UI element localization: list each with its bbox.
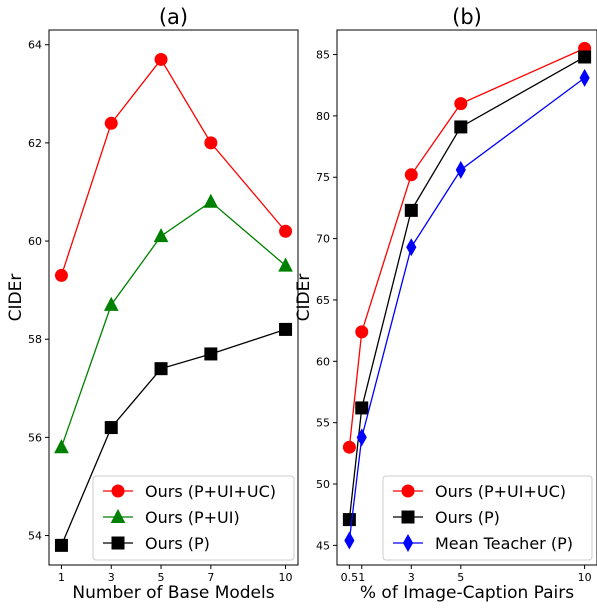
- legend-marker-1-2: [110, 508, 126, 523]
- legend-label-2-3: Mean Teacher (P): [435, 534, 573, 553]
- y-tick-label-1-1: 54: [28, 530, 42, 543]
- legend-box-1: [92, 475, 295, 561]
- data-point-1-3-2: [104, 421, 118, 435]
- series-2-1: [342, 41, 592, 454]
- x-tick-label-1-1: 1: [58, 571, 65, 584]
- legend-marker-1-1: [111, 484, 125, 498]
- y-tick-label-2-8: 80: [316, 110, 330, 123]
- data-point-2-3-5: [579, 68, 590, 87]
- series-1-1: [54, 52, 293, 282]
- series-2-3: [344, 68, 590, 550]
- legend-label-1-1: Ours (P+UI+UC): [145, 482, 276, 501]
- y-tick-label-1-4: 60: [28, 235, 42, 248]
- legend-label-2-1: Ours (P+UI+UC): [435, 482, 566, 501]
- y-tick-label-2-6: 70: [316, 233, 330, 246]
- series-line-2-1: [348, 47, 585, 448]
- data-point-1-2-2: [103, 296, 119, 311]
- y-tick-label-2-3: 55: [316, 417, 330, 430]
- legend-marker-2-3: [402, 533, 414, 553]
- legend-label-1-3: Ours (P): [145, 534, 210, 553]
- data-point-1-1-4: [204, 136, 218, 150]
- series-line-1-1: [60, 58, 287, 276]
- x-tick-label-1-5: 10: [279, 571, 293, 584]
- data-point-1-2-3: [153, 228, 169, 243]
- legend-2: Ours (P+UI+UC) Ours (P) Mean Teacher (P): [382, 475, 593, 561]
- legend-marker-1-3: [111, 536, 125, 550]
- y-tick-label-2-2: 50: [316, 478, 330, 491]
- legend-box-2: [382, 475, 593, 561]
- data-point-1-2-4: [203, 193, 219, 208]
- legend-label-1-2: Ours (P+UI): [145, 508, 240, 527]
- axes-frame-1: [48, 29, 299, 566]
- legend-label-2-2: Ours (P): [435, 508, 500, 527]
- data-point-2-3-4: [455, 160, 466, 179]
- data-point-1-3-1: [54, 538, 68, 552]
- data-point-1-1-5: [279, 224, 293, 238]
- chart-panel-1: 1 3 5 7 10 54 56 58 60 62 64 (a) Number of Base Mode…: [6, 5, 299, 603]
- x-axis-label-1: Number of Base Models: [72, 583, 274, 603]
- y-tick-label-1-3: 58: [28, 333, 42, 346]
- chart-title-2: (b): [452, 5, 482, 29]
- x-tick-label-2-1: 0.5: [341, 571, 359, 584]
- data-point-1-2-1: [54, 439, 69, 454]
- data-point-1-3-4: [204, 347, 218, 361]
- x-tick-label-2-4: 5: [457, 571, 464, 584]
- axes-frame-2: [336, 29, 597, 566]
- data-point-1-1-1: [54, 268, 68, 282]
- y-tick-label-2-9: 85: [316, 49, 330, 62]
- y-tick-label-1-6: 64: [28, 39, 42, 52]
- data-point-1-2-5: [278, 257, 293, 272]
- series-2-2: [342, 50, 592, 527]
- data-point-1-3-5: [279, 322, 293, 336]
- data-point-2-3-3: [406, 238, 417, 257]
- chart-panel-2: 0.5 1 3 5 10 45 50 55 60 65 70 75 80 85 (b) % of Image-…: [294, 5, 597, 603]
- x-tick-label-1-2: 3: [108, 571, 115, 584]
- data-point-2-1-2: [355, 325, 369, 339]
- legend-marker-2-1: [401, 484, 415, 498]
- series-line-1-2: [60, 200, 286, 448]
- data-point-2-2-3: [404, 203, 418, 217]
- data-point-2-1-3: [404, 168, 418, 182]
- series-1-3: [54, 322, 293, 552]
- data-point-1-3-3: [154, 362, 168, 376]
- y-tick-label-1-2: 56: [28, 431, 42, 444]
- series-1-2: [54, 193, 293, 454]
- data-point-2-3-2: [356, 428, 367, 447]
- data-point-2-2-5: [578, 50, 592, 64]
- data-point-2-3-1: [344, 531, 355, 550]
- data-point-2-1-1: [342, 440, 356, 454]
- x-tick-label-1-4: 7: [207, 571, 214, 584]
- data-point-2-2-2: [355, 401, 369, 415]
- y-axis-label-1: CIDEr: [6, 274, 26, 322]
- data-point-2-1-4: [454, 97, 468, 111]
- data-point-2-2-4: [454, 120, 468, 134]
- series-line-2-3: [348, 77, 586, 541]
- legend-marker-2-2: [401, 510, 415, 524]
- x-tick-label-2-5: 10: [578, 571, 592, 584]
- y-axis-label-2: CIDEr: [294, 274, 314, 322]
- chart-title-1: (a): [159, 5, 188, 29]
- x-axis-label-2: % of Image-Caption Pairs: [360, 583, 574, 603]
- y-tick-label-2-7: 75: [316, 171, 330, 184]
- x-tick-label-2-2: 1: [358, 571, 365, 584]
- y-tick-label-1-5: 62: [28, 137, 42, 150]
- x-tick-label-1-3: 5: [158, 571, 165, 584]
- legend-1: Ours (P+UI+UC) Ours (P+UI) Ours (P): [92, 475, 295, 561]
- y-tick-label-2-4: 60: [316, 355, 330, 368]
- x-tick-label-2-3: 3: [408, 571, 415, 584]
- data-point-1-1-3: [154, 52, 168, 66]
- y-tick-label-2-1: 45: [316, 539, 330, 552]
- data-point-1-1-2: [104, 116, 118, 130]
- y-tick-label-2-5: 65: [316, 294, 330, 307]
- data-point-2-2-1: [342, 513, 356, 527]
